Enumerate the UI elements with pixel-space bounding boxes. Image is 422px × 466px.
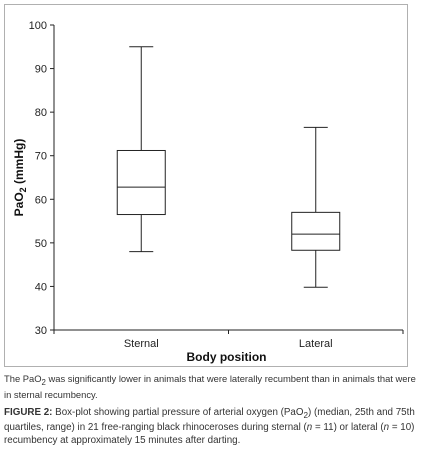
x-tick-label-sternal: Sternal xyxy=(124,338,159,350)
caption-n-symbol-lateral: n xyxy=(383,422,390,434)
figure-label: FIGURE 2: xyxy=(4,407,53,418)
y-tick-label: 30 xyxy=(35,325,47,337)
y-tick-label: 80 xyxy=(35,107,47,119)
caption-note-subscript: 2 xyxy=(41,377,46,387)
y-axis-title: PaO2 (mmHg) xyxy=(12,139,28,217)
y-tick-label: 100 xyxy=(29,20,47,32)
y-tick-label: 60 xyxy=(35,194,47,206)
caption-note-end: was significantly lower in animals that … xyxy=(4,373,416,400)
caption-text-4: = 10) recumbency at approximately 15 min… xyxy=(4,422,415,446)
y-tick-label: 70 xyxy=(35,151,47,163)
caption-note: The PaO2 was significantly lower in anim… xyxy=(4,373,416,401)
x-axis-title: Body position xyxy=(187,350,267,364)
x-tick-label-lateral: Lateral xyxy=(299,338,333,350)
boxplot-chart: 30 40 50 60 70 80 90 100 Sternal Lateral Body posi… xyxy=(12,20,404,364)
iqr-box-sternal xyxy=(116,149,166,216)
iqr-box-lateral xyxy=(291,211,341,251)
y-tick-label: 40 xyxy=(35,281,47,293)
caption-text-3: = 11) or lateral ( xyxy=(312,422,384,434)
figure-frame: 30 40 50 60 70 80 90 100 Sternal Lateral Body posi… xyxy=(4,4,408,367)
caption-text-1: Box-plot showing partial pressure of art… xyxy=(52,407,304,418)
y-tick-label: 90 xyxy=(35,64,47,76)
caption-text-2: ) (median, 25th and 75th quartiles, rang… xyxy=(4,407,415,434)
caption-subscript: 2 xyxy=(303,410,309,420)
caption-n-symbol-sternal: n xyxy=(306,422,313,434)
caption-note-start: The PaO xyxy=(4,373,42,384)
y-tick-label: 50 xyxy=(35,238,47,250)
figure-caption: FIGURE 2: Box-plot showing partial press… xyxy=(4,407,416,447)
